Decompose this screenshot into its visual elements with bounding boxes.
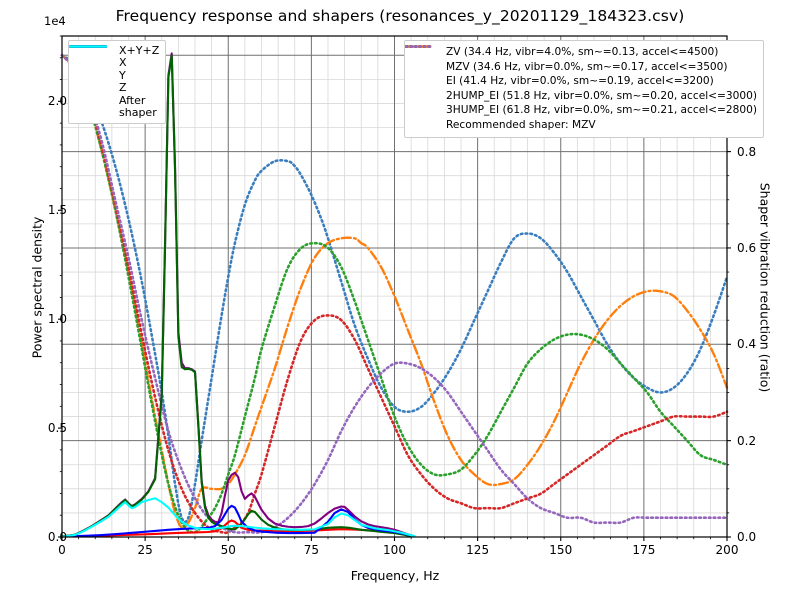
- psd-curve-x: [60, 519, 416, 538]
- y-tick-label-right: 0.6: [737, 240, 757, 255]
- psd-curve-after-shaper: [60, 497, 416, 538]
- legend-item: After shaper: [69, 45, 159, 120]
- legend-item: 3HUMP_EI (61.8 Hz, vibr=0.0%, sm~=0.21, …: [405, 45, 757, 118]
- x-tick-label: 125: [466, 543, 490, 557]
- x-tick-label: 0: [58, 543, 66, 557]
- recommended-shaper-row: Recommended shaper: MZV: [410, 118, 757, 133]
- legend-swatch-icon: [405, 45, 446, 89]
- y-axis-offset-label: 1e4: [44, 14, 66, 28]
- legend-swatch-icon: [69, 45, 119, 120]
- shaper-curve-ei: [60, 53, 729, 534]
- y-tick-label-right: 0.2: [737, 433, 757, 448]
- legend-item-label: X: [119, 56, 127, 70]
- y-tick-label-left: 0.5: [47, 421, 67, 436]
- shaper-curve-2hump_ei: [60, 53, 729, 535]
- legend-item-label: After shaper: [119, 93, 157, 120]
- legend-item-label: Z: [119, 81, 127, 95]
- legend-swatch-icon: [69, 45, 119, 69]
- y-tick-label-left: 1.0: [47, 312, 67, 327]
- legend-item: EI (41.4 Hz, vibr=0.0%, sm~=0.19, accel<…: [405, 45, 757, 89]
- legend-item: MZV (34.6 Hz, vibr=0.0%, sm~=0.17, accel…: [405, 45, 757, 75]
- legend-swatch-icon: [69, 45, 119, 82]
- legend-item: 2HUMP_EI (51.8 Hz, vibr=0.0%, sm~=0.20, …: [405, 45, 757, 104]
- chart-title: Frequency response and shapers (resonanc…: [115, 7, 685, 25]
- x-tick-label: 100: [383, 543, 406, 557]
- shaper-curves: [60, 53, 729, 535]
- legend-swatch-icon: [405, 45, 446, 104]
- legend-psd: X+Y+Z X Y Z After shaper: [68, 40, 167, 125]
- x-tick-label: 25: [137, 543, 153, 557]
- psd-curves: [60, 52, 416, 538]
- legend-item-label: X+Y+Z: [119, 44, 160, 57]
- tick-marks: [58, 35, 731, 541]
- recommended-shaper-label: Recommended shaper: MZV: [446, 118, 596, 131]
- y-tick-label-right: 0.0: [737, 530, 757, 544]
- legend-item-label: EI (41.4 Hz, vibr=0.0%, sm~=0.19, accel<…: [446, 75, 714, 88]
- legend-item-label: 3HUMP_EI (61.8 Hz, vibr=0.0%, sm~=0.21, …: [446, 104, 757, 117]
- legend-swatch-icon: [69, 45, 119, 94]
- legend-item: X: [69, 45, 159, 70]
- legend-item: Y: [69, 45, 159, 82]
- legend-shapers: ZV (34.4 Hz, vibr=4.0%, sm~=0.13, accel<…: [404, 40, 764, 138]
- legend-item-label: MZV (34.6 Hz, vibr=0.0%, sm~=0.17, accel…: [446, 60, 728, 73]
- x-tick-label: 200: [715, 543, 739, 557]
- legend-spacer: [410, 118, 446, 133]
- y-tick-label-right: 0.8: [737, 144, 757, 159]
- legend-swatch-icon: [405, 45, 446, 75]
- y-tick-label-left: 2.0: [47, 94, 67, 109]
- y-tick-label-left: 1.5: [47, 203, 67, 218]
- x-tick-label: 75: [303, 543, 320, 557]
- legend-item-label: Y: [119, 68, 126, 82]
- legend-item-label: ZV (34.4 Hz, vibr=4.0%, sm~=0.13, accel<…: [446, 46, 719, 58]
- shaper-curve-3hump_ei: [60, 53, 729, 534]
- x-tick-label: 50: [220, 543, 236, 557]
- x-tick-label: 150: [549, 543, 573, 557]
- legend-item: ZV (34.4 Hz, vibr=4.0%, sm~=0.13, accel<…: [405, 45, 757, 60]
- shaper-curve-zv: [60, 53, 729, 524]
- legend-item: Z: [69, 45, 159, 95]
- x-tick-label: 175: [632, 543, 656, 557]
- legend-swatch-icon: [405, 45, 446, 118]
- y-tick-label-right: 0.4: [737, 337, 757, 352]
- legend-item-label: 2HUMP_EI (51.8 Hz, vibr=0.0%, sm~=0.20, …: [446, 89, 757, 102]
- y-tick-label-left: 0.0: [47, 530, 67, 544]
- x-axis-label: Frequency, Hz: [350, 568, 440, 583]
